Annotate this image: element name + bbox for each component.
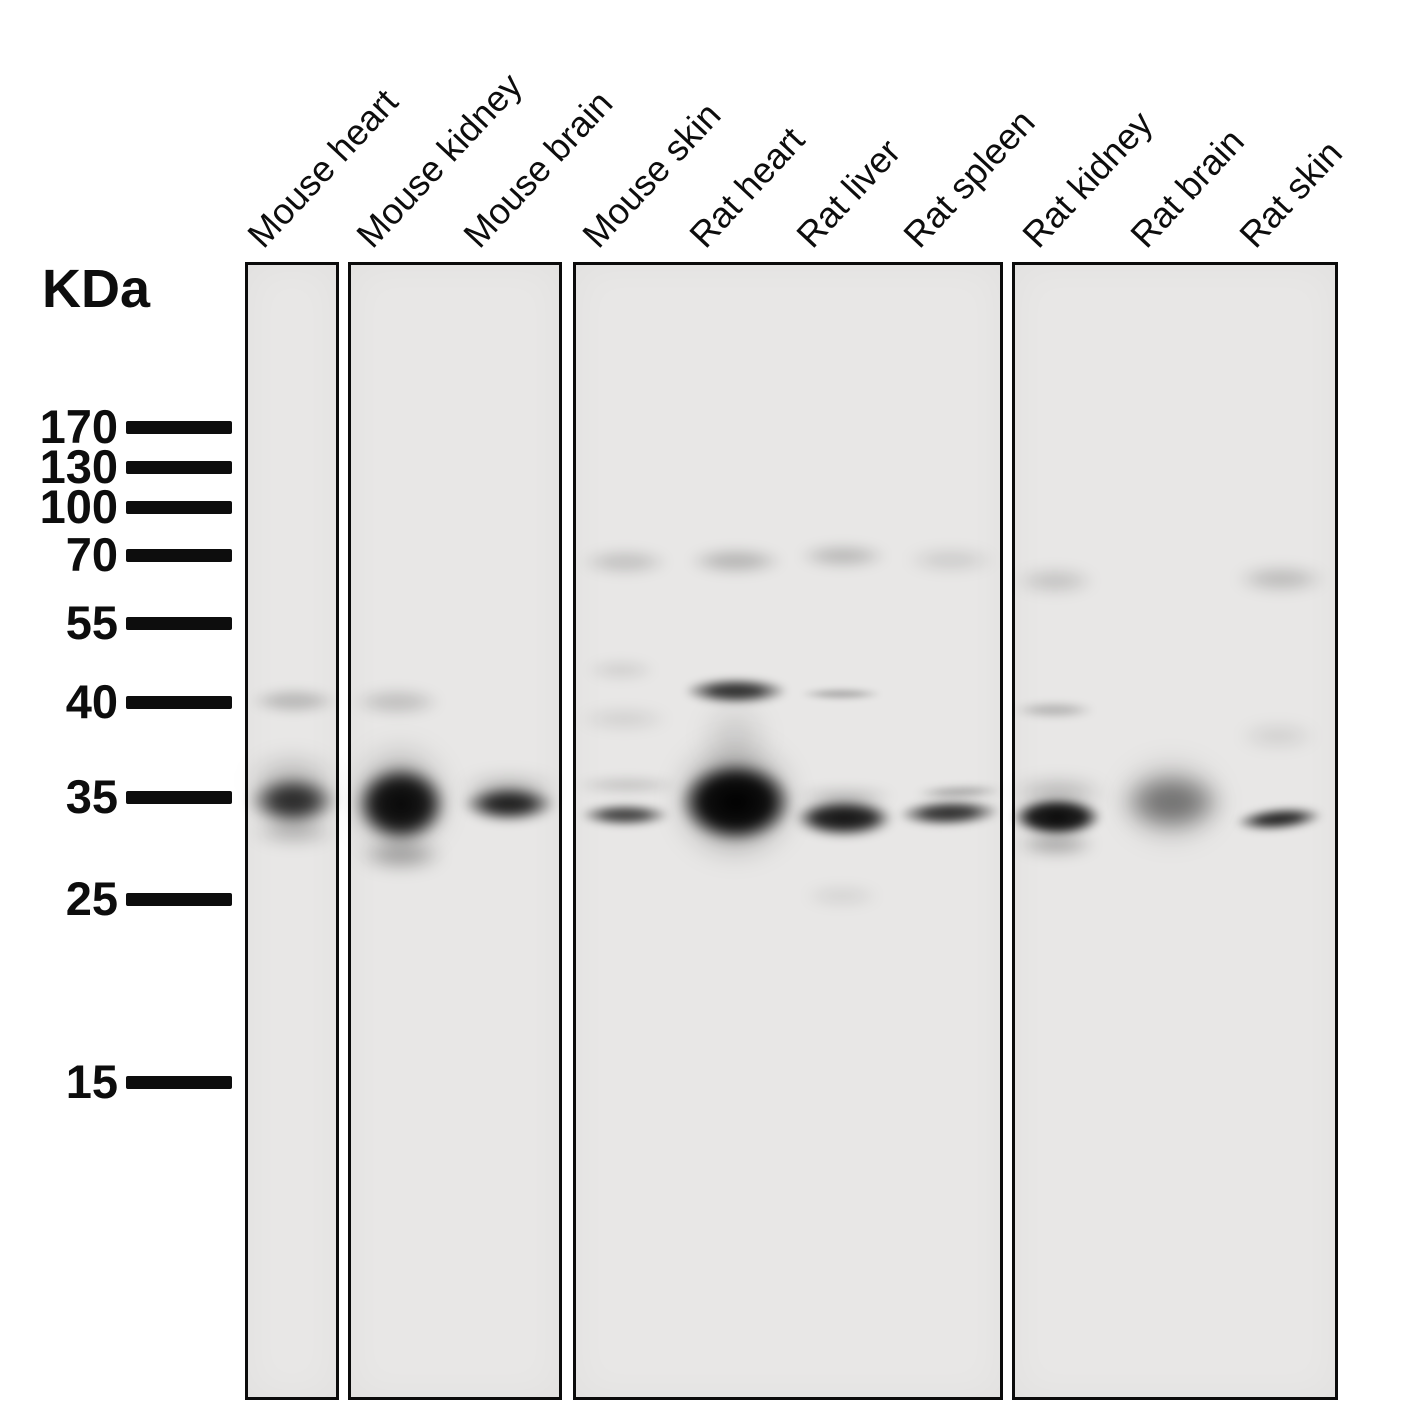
ladder-marker-label: 15 [65, 1055, 118, 1108]
protein-band-mouse-skin-39kda [577, 708, 671, 730]
protein-band-mouse-skin-42kda [585, 660, 657, 680]
protein-band-mouse-kidney-40kda [352, 688, 442, 716]
protein-band-mouse-heart-40kda [250, 688, 338, 714]
protein-band-rat-brain-35kda [1120, 772, 1224, 832]
protein-band-mouse-skin-36kda [574, 776, 680, 794]
ladder-marker-label: 35 [65, 770, 118, 823]
protein-band-rat-kidney-34kda [1012, 798, 1102, 836]
protein-band-rat-liver-40kda [800, 688, 882, 700]
ladder-marker-label: 55 [65, 596, 118, 649]
kda-unit-label: KDa [42, 259, 151, 319]
membrane-panel-1 [245, 262, 339, 1400]
ladder-marker-bar [126, 548, 232, 562]
protein-band-mouse-skin-35kda [580, 804, 670, 826]
protein-band-rat-liver-25kda [803, 886, 881, 906]
ladder-marker-bar [126, 695, 232, 709]
ladder-marker-bar [126, 892, 232, 906]
protein-band-rat-skin-38kda [1238, 724, 1318, 748]
ladder-marker-55: 55 [0, 599, 232, 647]
protein-band-rat-heart-38kda [700, 700, 770, 770]
ladder-marker-15: 15 [0, 1058, 232, 1106]
ladder-marker-label: 25 [65, 872, 118, 925]
ladder-marker-label: 40 [65, 675, 118, 728]
ladder-marker-bar [126, 616, 232, 630]
protein-band-rat-liver-34kda [795, 800, 893, 836]
protein-band-mouse-kidney-35kda [355, 766, 447, 842]
protein-band-mouse-kidney-31kda [358, 840, 444, 870]
protein-band-mouse-skin-65kda [580, 549, 670, 575]
protein-band-rat-liver-36kda [795, 788, 895, 804]
ladder-marker-label: 170 [39, 400, 118, 453]
ladder-marker-70: 70 [0, 531, 232, 579]
ladder-marker-label: 70 [65, 528, 118, 581]
ladder-marker-label: 130 [39, 440, 118, 493]
protein-band-mouse-brain-35kda [462, 786, 556, 822]
ladder-marker-130: 130 [0, 443, 232, 491]
ladder-marker-bar [126, 460, 232, 474]
ladder-marker-40: 40 [0, 678, 232, 726]
membrane-panel-3 [573, 262, 1003, 1400]
ladder-marker-100: 100 [0, 483, 232, 531]
ladder-marker-35: 35 [0, 773, 232, 821]
ladder-marker-bar [126, 420, 232, 434]
ladder-marker-bar [126, 1075, 232, 1089]
protein-band-rat-brain-35kda [1116, 756, 1226, 846]
protein-band-rat-skin-64kda [1235, 566, 1327, 592]
protein-band-mouse-heart-35kda [248, 776, 338, 826]
ladder-marker-25: 25 [0, 875, 232, 923]
protein-band-rat-spleen-65kda [905, 548, 997, 572]
ladder-marker-label: 100 [39, 480, 118, 533]
protein-band-rat-kidney-32kda [1016, 832, 1096, 856]
ladder-marker-bar [126, 790, 232, 804]
protein-band-rat-liver-66kda [798, 544, 888, 568]
protein-band-rat-heart-65kda [688, 548, 784, 574]
protein-band-rat-kidney-64kda [1014, 568, 1096, 594]
protein-band-rat-heart-35kda [679, 762, 793, 842]
protein-band-rat-heart-41kda [684, 678, 788, 704]
protein-band-mouse-heart-33kda [252, 818, 336, 844]
ladder-marker-bar [126, 500, 232, 514]
protein-band-rat-kidney-40kda [1013, 702, 1095, 718]
ladder-marker-170: 170 [0, 403, 232, 451]
